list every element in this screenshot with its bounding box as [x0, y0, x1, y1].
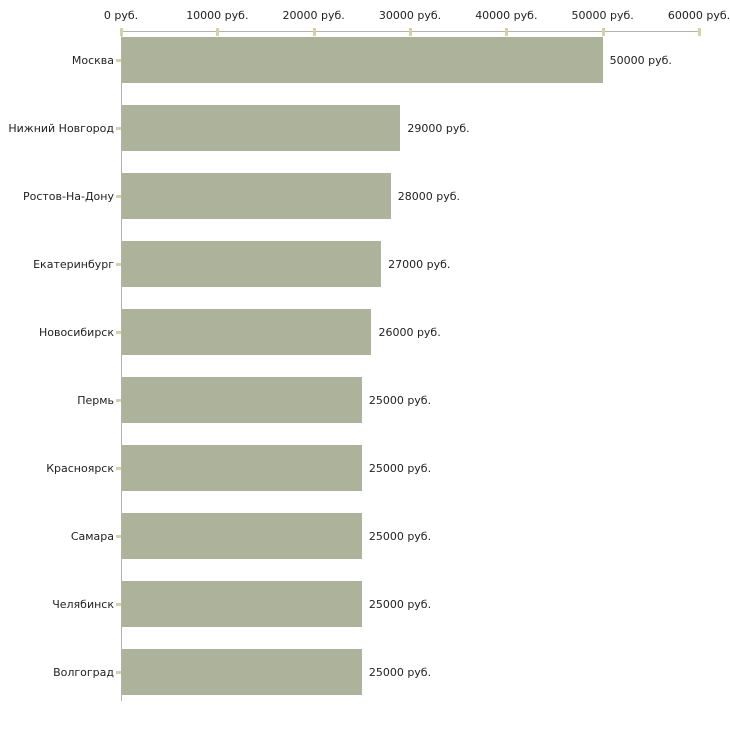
value-label: 26000 руб. — [378, 325, 441, 339]
category-label: Пермь — [77, 393, 114, 407]
x-axis-tick-label: 40000 руб. — [475, 9, 538, 22]
y-axis-line — [121, 31, 122, 701]
y-axis-tick-mark — [116, 467, 121, 470]
category-label: Нижний Новгород — [8, 121, 114, 135]
bar — [122, 309, 372, 355]
x-axis-tick-label: 10000 руб. — [186, 9, 249, 22]
value-label: 28000 руб. — [397, 189, 460, 203]
bar — [122, 445, 362, 491]
category-label: Красноярск — [46, 461, 114, 475]
x-axis-tick-label: 50000 руб. — [571, 9, 634, 22]
y-axis-tick-mark — [116, 127, 121, 130]
value-label: 25000 руб. — [368, 393, 432, 407]
value-label: 25000 руб. — [368, 529, 432, 543]
x-axis-tick-mark — [409, 28, 412, 36]
value-label: 25000 руб. — [368, 597, 432, 611]
y-axis-tick-mark — [116, 399, 121, 402]
value-label: 50000 руб. — [609, 53, 672, 67]
category-label: Екатеринбург — [33, 257, 114, 271]
value-label: 29000 руб. — [407, 121, 470, 135]
y-axis-tick-mark — [116, 671, 121, 674]
bar — [122, 649, 362, 695]
x-axis-tick-mark — [505, 28, 509, 36]
y-axis-tick-mark — [116, 535, 121, 538]
bar — [122, 241, 382, 287]
value-label: 27000 руб. — [388, 257, 451, 271]
x-axis-tick-label: 0 руб. — [103, 9, 139, 22]
y-axis-tick-mark — [116, 331, 121, 334]
y-axis-tick-mark — [116, 59, 121, 62]
x-axis-tick-label: 20000 руб. — [282, 9, 345, 22]
bar — [122, 377, 362, 423]
bar — [122, 105, 401, 151]
bar — [122, 37, 603, 83]
category-label: Новосибирск — [38, 325, 114, 339]
category-label: Челябинск — [52, 597, 114, 611]
y-axis-tick-mark — [116, 603, 121, 606]
x-axis-tick-label: 30000 руб. — [378, 9, 442, 22]
category-label: Ростов-На-Дону — [22, 189, 114, 203]
value-label: 25000 руб. — [368, 665, 432, 679]
category-label: Самара — [70, 529, 114, 543]
y-axis-tick-mark — [116, 195, 121, 198]
category-label: Москва — [71, 53, 114, 67]
x-axis-tick-mark — [312, 28, 316, 36]
bar — [122, 513, 362, 559]
bar — [122, 581, 362, 627]
x-axis-tick-mark — [698, 28, 701, 36]
value-label: 25000 руб. — [368, 461, 432, 475]
y-axis-tick-mark — [116, 263, 121, 266]
x-axis-tick-mark — [216, 28, 220, 36]
x-axis-tick-mark — [601, 28, 605, 36]
x-axis-tick-mark — [120, 28, 123, 36]
x-axis-tick-label: 60000 руб. — [667, 9, 730, 22]
bar — [122, 173, 391, 219]
category-label: Волгоград — [53, 665, 114, 679]
